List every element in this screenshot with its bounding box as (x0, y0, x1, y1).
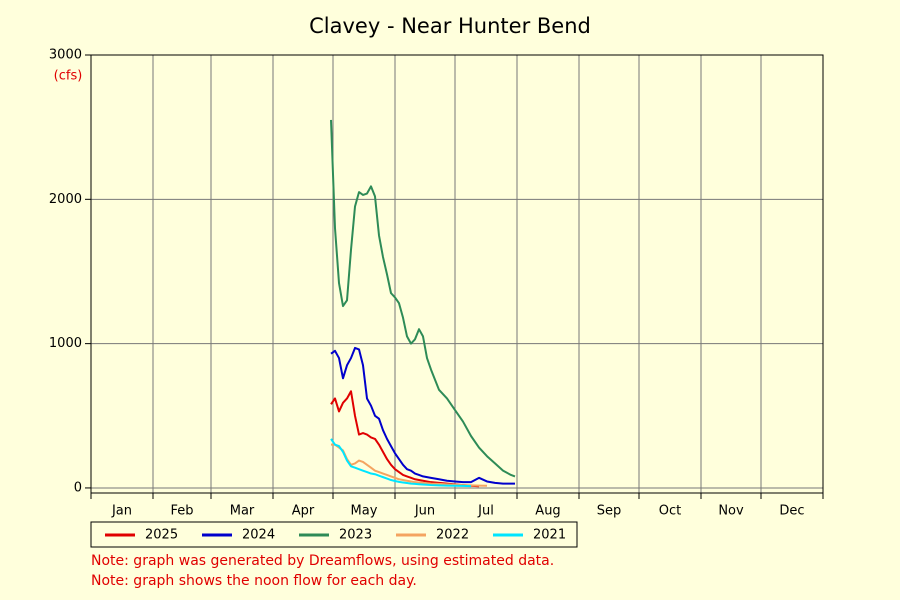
series-line (330, 346, 515, 485)
y-unit: (cfs) (54, 69, 83, 84)
note: Note: graph shows the noon flow for each… (91, 573, 417, 589)
x-tick-label: Dec (779, 504, 804, 519)
series-line (331, 443, 488, 487)
legend-label: 2023 (339, 528, 372, 543)
legend-label: 2025 (145, 528, 178, 543)
x-tick-label: Jun (414, 504, 435, 519)
series-line (330, 390, 480, 488)
x-tick-label: Sep (597, 504, 622, 519)
x-tick-label: Nov (718, 504, 744, 519)
y-tick-label: 1000 (49, 336, 82, 351)
x-tick-label: Jul (477, 504, 494, 519)
x-tick-label: Oct (659, 504, 681, 519)
legend-label: 2022 (436, 528, 469, 543)
legend-box (90, 521, 578, 548)
chart-title: Clavey - Near Hunter Bend (309, 14, 591, 38)
legend-label: 2024 (242, 528, 275, 543)
x-tick-label: Mar (230, 504, 255, 519)
legend-label: 2021 (533, 528, 566, 543)
x-tick-label: Feb (170, 504, 193, 519)
y-tick-label: 2000 (49, 192, 82, 207)
x-tick-label: Apr (292, 504, 315, 519)
x-tick-label: Aug (535, 504, 560, 519)
y-tick-label: 0 (74, 480, 82, 495)
y-tick-label: 3000 (49, 48, 82, 63)
series-line (330, 438, 472, 488)
x-tick-label: May (351, 504, 378, 519)
note: Note: graph was generated by Dreamflows,… (91, 553, 554, 569)
plot-frame (90, 54, 824, 494)
x-tick-label: Jan (111, 504, 132, 519)
series-line (330, 119, 516, 478)
